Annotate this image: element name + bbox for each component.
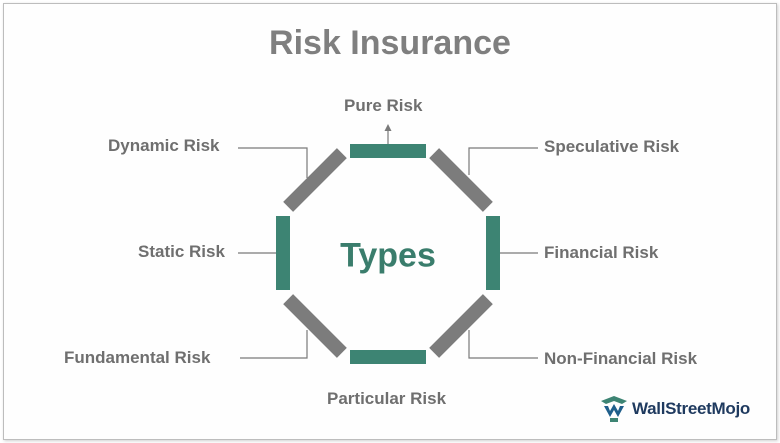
bar-top: [350, 144, 426, 158]
label-static-risk: Static Risk: [138, 242, 225, 261]
connector-fundamental: [240, 330, 308, 359]
bar-top-left: [283, 148, 347, 212]
label-financial-risk: Financial Risk: [544, 243, 659, 262]
bar-bottom-left: [283, 294, 347, 358]
bar-top-right: [429, 148, 493, 212]
label-non-financial-risk: Non-Financial Risk: [544, 349, 698, 368]
logo-text: WallStreetMojo: [632, 399, 750, 418]
bar-bottom-right: [429, 294, 493, 358]
bar-left: [276, 216, 290, 290]
bar-right: [486, 216, 500, 290]
center-label: Types: [340, 236, 436, 275]
label-pure-risk: Pure Risk: [344, 96, 423, 115]
image-frame: [3, 3, 777, 440]
logo-emblem-icon: [601, 396, 627, 422]
wallstreetmojo-logo: WallStreetMojo: [598, 395, 768, 423]
label-fundamental-risk: Fundamental Risk: [64, 348, 211, 367]
connector-speculative: [468, 147, 538, 175]
connector-dynamic: [238, 147, 308, 178]
label-speculative-risk: Speculative Risk: [544, 137, 680, 156]
diagram-title: Risk Insurance: [269, 24, 511, 62]
connector-non-financial: [468, 330, 538, 359]
label-dynamic-risk: Dynamic Risk: [108, 136, 220, 155]
pure-risk-arrowhead: [384, 124, 392, 131]
label-particular-risk: Particular Risk: [327, 389, 447, 408]
bar-bottom: [350, 350, 426, 364]
